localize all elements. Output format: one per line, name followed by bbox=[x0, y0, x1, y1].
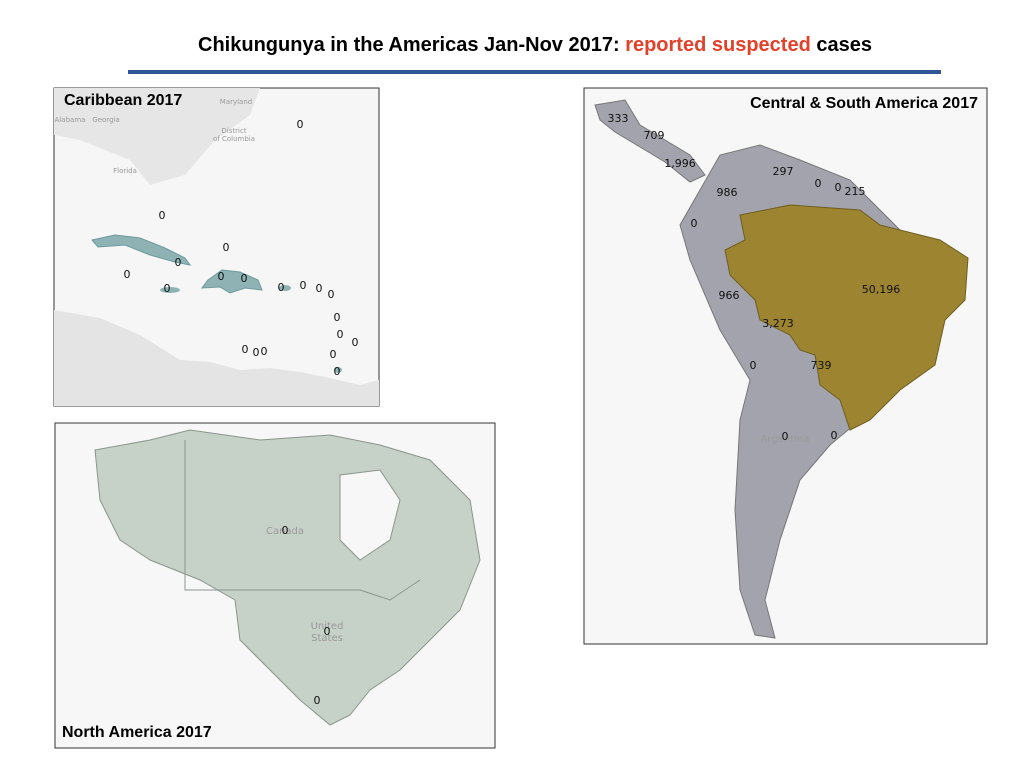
case-count: 0 bbox=[316, 282, 323, 295]
case-count: 709 bbox=[644, 129, 665, 142]
island bbox=[334, 367, 342, 373]
case-count: 0 bbox=[334, 365, 341, 378]
case-count: 0 bbox=[334, 311, 341, 324]
land bbox=[54, 310, 379, 406]
south-america-panel: Central & South America 2017 bbox=[583, 87, 988, 645]
case-count: 0 bbox=[261, 345, 268, 358]
case-count: 0 bbox=[314, 694, 321, 707]
panel-title: Caribbean 2017 bbox=[64, 92, 182, 109]
case-count: 0 bbox=[300, 279, 307, 292]
border bbox=[184, 440, 421, 601]
case-count: 0 bbox=[241, 272, 248, 285]
base-map-label: States bbox=[311, 633, 343, 644]
case-count: 0 bbox=[242, 343, 249, 356]
case-count: 333 bbox=[608, 112, 629, 125]
case-count: 0 bbox=[253, 346, 260, 359]
case-count: 0 bbox=[831, 429, 838, 442]
case-count: 0 bbox=[782, 430, 789, 443]
base-map-label: Alabama bbox=[55, 116, 86, 124]
panel-title: North America 2017 bbox=[62, 724, 212, 741]
panel-title: Central & South America 2017 bbox=[750, 95, 978, 112]
slide-title: Chikungunya in the Americas Jan-Nov 2017… bbox=[198, 34, 872, 56]
base-map-label: Maryland bbox=[220, 98, 252, 106]
base-map-label: District bbox=[221, 127, 246, 135]
case-count: 0 bbox=[218, 270, 225, 283]
case-count: 0 bbox=[815, 177, 822, 190]
case-count: 0 bbox=[352, 336, 359, 349]
central-america bbox=[594, 99, 706, 183]
island bbox=[279, 285, 291, 291]
base-map-label: of Columbia bbox=[213, 135, 255, 143]
case-count: 0 bbox=[124, 268, 131, 281]
case-count: 0 bbox=[223, 241, 230, 254]
case-count: 0 bbox=[328, 288, 335, 301]
base-map-label: United bbox=[311, 621, 344, 632]
case-count: 0 bbox=[324, 625, 331, 638]
north-america-panel: North America 2017 bbox=[54, 422, 496, 749]
base-map-label: Georgia bbox=[92, 116, 119, 124]
case-count: 739 bbox=[811, 359, 832, 372]
case-count: 0 bbox=[159, 209, 166, 222]
case-count: 215 bbox=[845, 185, 866, 198]
base-map-label: Argentina bbox=[761, 434, 810, 445]
land bbox=[54, 88, 260, 185]
case-count: 0 bbox=[835, 181, 842, 194]
island bbox=[200, 269, 263, 294]
caribbean-panel: Caribbean 2017 bbox=[53, 87, 380, 407]
base-map-label: Canada bbox=[266, 526, 304, 537]
title-highlight: reported suspected bbox=[625, 34, 811, 56]
title-rule bbox=[128, 70, 941, 74]
case-count: 50,196 bbox=[862, 283, 901, 296]
hudson-bay bbox=[339, 469, 401, 561]
base-map-label: Florida bbox=[113, 167, 137, 175]
case-count: 0 bbox=[330, 348, 337, 361]
case-count: 0 bbox=[297, 118, 304, 131]
case-count: 0 bbox=[691, 217, 698, 230]
case-count: 986 bbox=[717, 186, 738, 199]
title-tail: cases bbox=[816, 34, 872, 56]
island bbox=[91, 234, 192, 266]
case-count: 1,996 bbox=[664, 157, 696, 170]
island bbox=[160, 287, 180, 293]
title-lead: Chikungunya in the Americas Jan-Nov 2017… bbox=[198, 34, 620, 56]
case-count: 3,273 bbox=[762, 317, 794, 330]
case-count: 0 bbox=[278, 281, 285, 294]
case-count: 0 bbox=[282, 524, 289, 537]
case-count: 0 bbox=[337, 328, 344, 341]
brazil bbox=[724, 204, 969, 431]
case-count: 0 bbox=[750, 359, 757, 372]
case-count: 297 bbox=[773, 165, 794, 178]
case-count: 0 bbox=[164, 282, 171, 295]
case-count: 966 bbox=[719, 289, 740, 302]
case-count: 0 bbox=[175, 256, 182, 269]
